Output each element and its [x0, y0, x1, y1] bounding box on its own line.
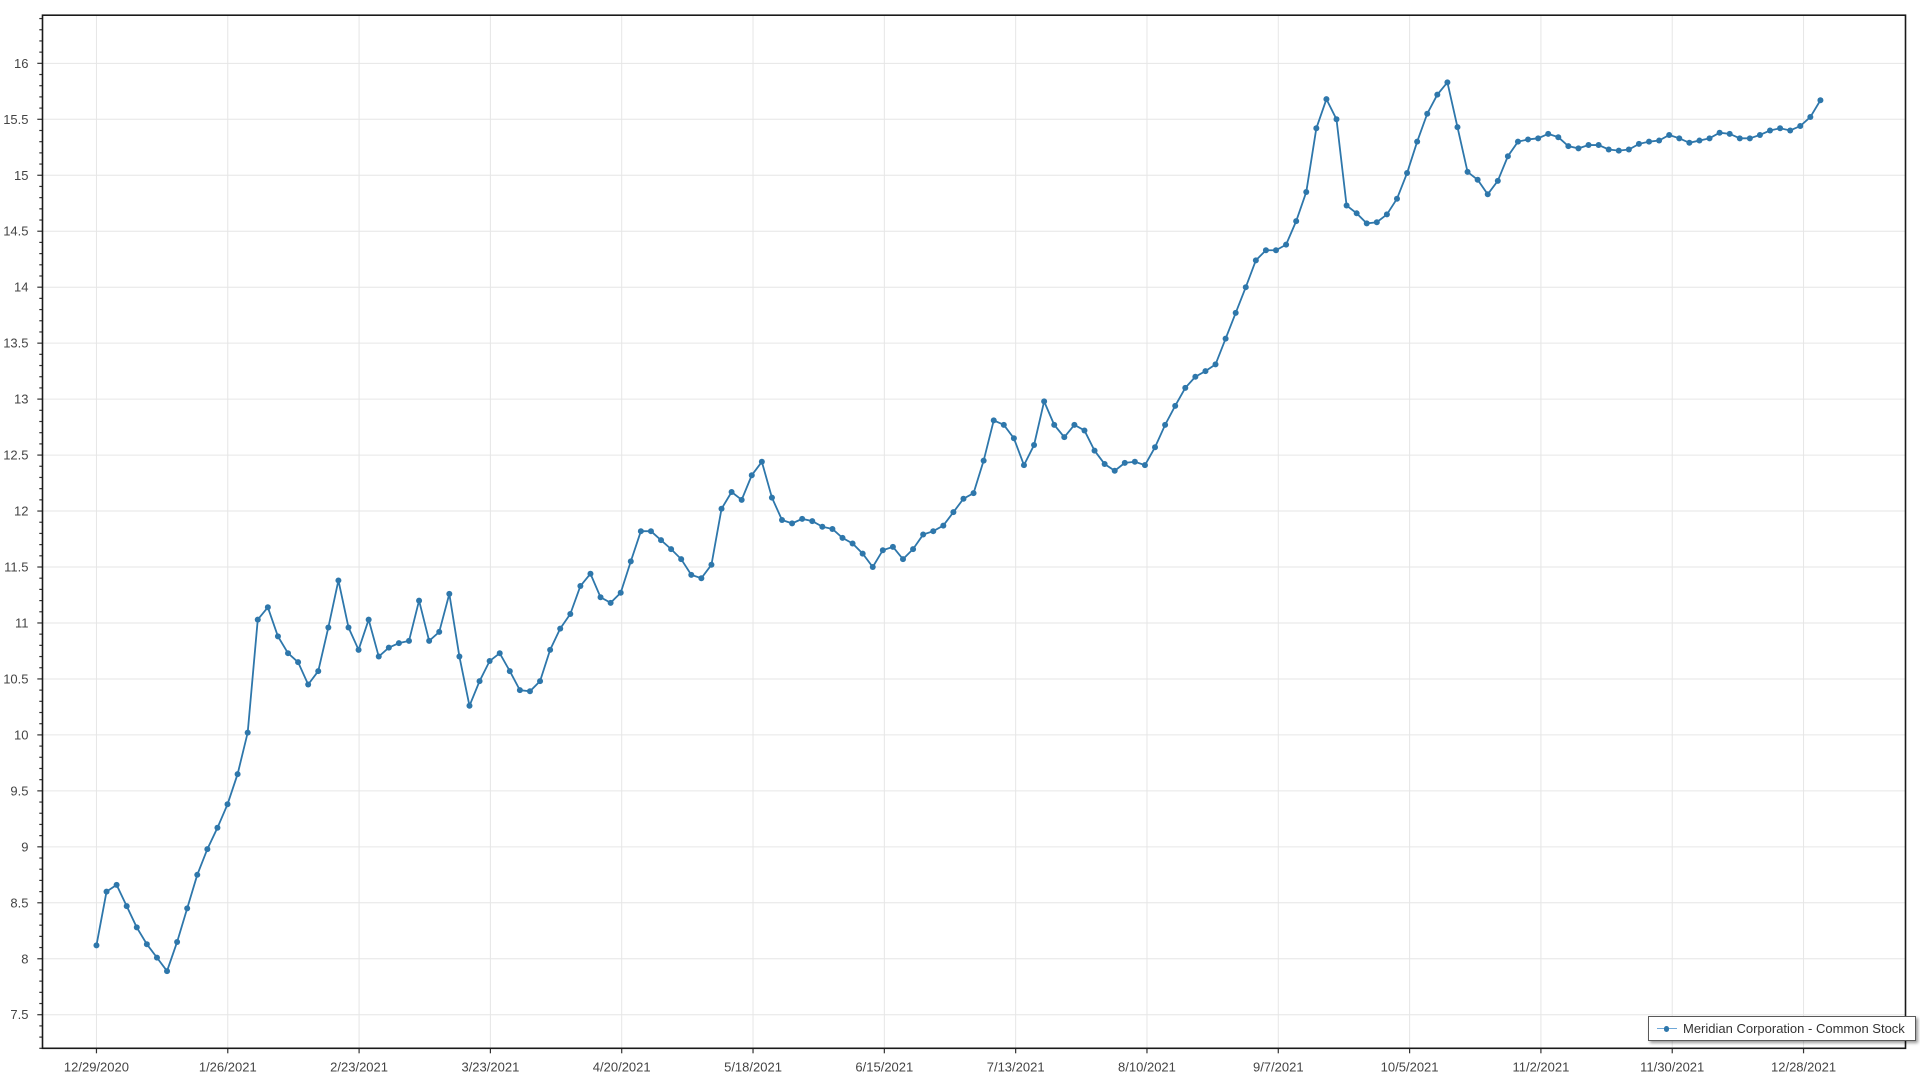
- svg-text:2/23/2021: 2/23/2021: [330, 1059, 388, 1074]
- svg-text:12.5: 12.5: [3, 448, 28, 463]
- svg-text:10: 10: [14, 727, 28, 742]
- svg-text:7.5: 7.5: [10, 1007, 28, 1022]
- svg-text:12/29/2020: 12/29/2020: [64, 1059, 129, 1074]
- svg-text:11/30/2021: 11/30/2021: [1640, 1059, 1704, 1074]
- svg-text:14: 14: [14, 280, 28, 295]
- svg-text:12/28/2021: 12/28/2021: [1771, 1059, 1836, 1074]
- svg-text:11/2/2021: 11/2/2021: [1512, 1059, 1569, 1074]
- svg-text:8: 8: [21, 951, 28, 966]
- svg-text:9.5: 9.5: [10, 783, 28, 798]
- svg-text:13: 13: [14, 392, 28, 407]
- svg-text:15.5: 15.5: [3, 112, 28, 127]
- svg-text:3/23/2021: 3/23/2021: [461, 1059, 519, 1074]
- svg-text:12: 12: [14, 504, 28, 519]
- svg-text:8/10/2021: 8/10/2021: [1118, 1059, 1176, 1074]
- svg-text:10/5/2021: 10/5/2021: [1381, 1059, 1439, 1074]
- svg-text:6/15/2021: 6/15/2021: [855, 1059, 913, 1074]
- svg-text:5/18/2021: 5/18/2021: [724, 1059, 782, 1074]
- svg-text:15: 15: [14, 168, 28, 183]
- svg-text:11: 11: [15, 615, 29, 630]
- svg-text:9: 9: [21, 839, 28, 854]
- svg-text:1/26/2021: 1/26/2021: [199, 1059, 257, 1074]
- svg-text:13.5: 13.5: [3, 336, 28, 351]
- svg-text:10.5: 10.5: [3, 671, 28, 686]
- svg-text:16: 16: [14, 56, 28, 71]
- svg-text:7/13/2021: 7/13/2021: [987, 1059, 1045, 1074]
- svg-text:14.5: 14.5: [3, 224, 28, 239]
- svg-text:4/20/2021: 4/20/2021: [593, 1059, 651, 1074]
- svg-text:8.5: 8.5: [10, 895, 28, 910]
- svg-text:9/7/2021: 9/7/2021: [1253, 1059, 1304, 1074]
- svg-text:11.5: 11.5: [4, 560, 28, 575]
